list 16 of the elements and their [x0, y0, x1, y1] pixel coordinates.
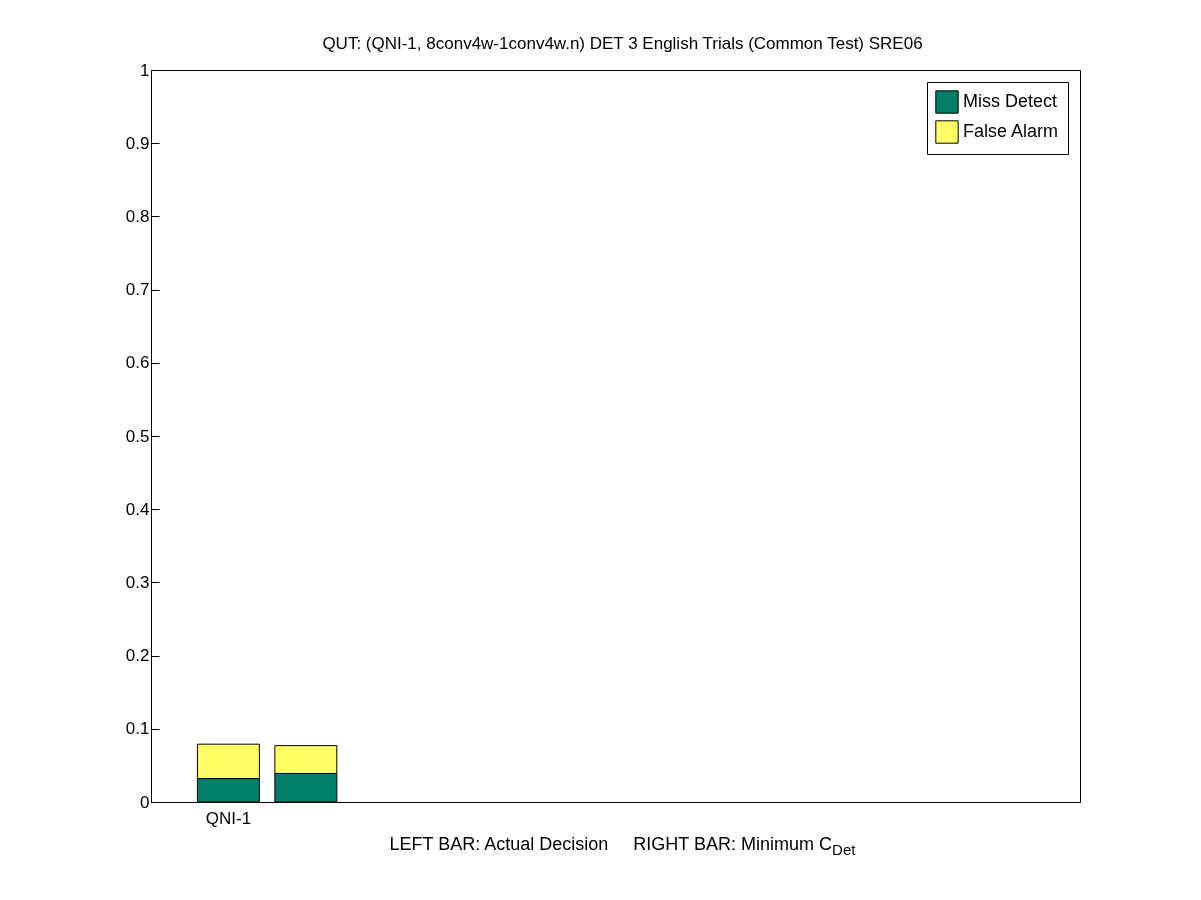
y-tick-label: 0.6	[125, 353, 150, 373]
y-tick-label: 0.1	[125, 719, 150, 739]
y-tick-label: 0.9	[125, 133, 150, 153]
y-tick-label: 0.2	[125, 646, 150, 666]
y-tick-label: 1	[140, 60, 150, 80]
y-tick-label: 0.7	[125, 280, 150, 300]
legend-label: False Alarm	[963, 121, 1059, 141]
legend-label: Miss Detect	[963, 91, 1058, 111]
y-tick-label: 0.3	[125, 572, 150, 592]
x-axis-title: LEFT BAR: Actual Decision RIGHT BAR: Minimum C$_{Det}$	[388, 834, 857, 858]
chart-title: QUT: (QNI-1, 8conv4w-1conv4w.n) DET 3 English Trials (Common Test) SRE06	[321, 34, 924, 54]
y-tick-label: 0	[140, 792, 150, 812]
y-tick-label: 0.8	[125, 206, 150, 226]
x-tick-label: QNI-1	[205, 808, 252, 828]
y-tick-label: 0.4	[125, 499, 150, 519]
y-tick-label: 0.5	[125, 426, 150, 446]
